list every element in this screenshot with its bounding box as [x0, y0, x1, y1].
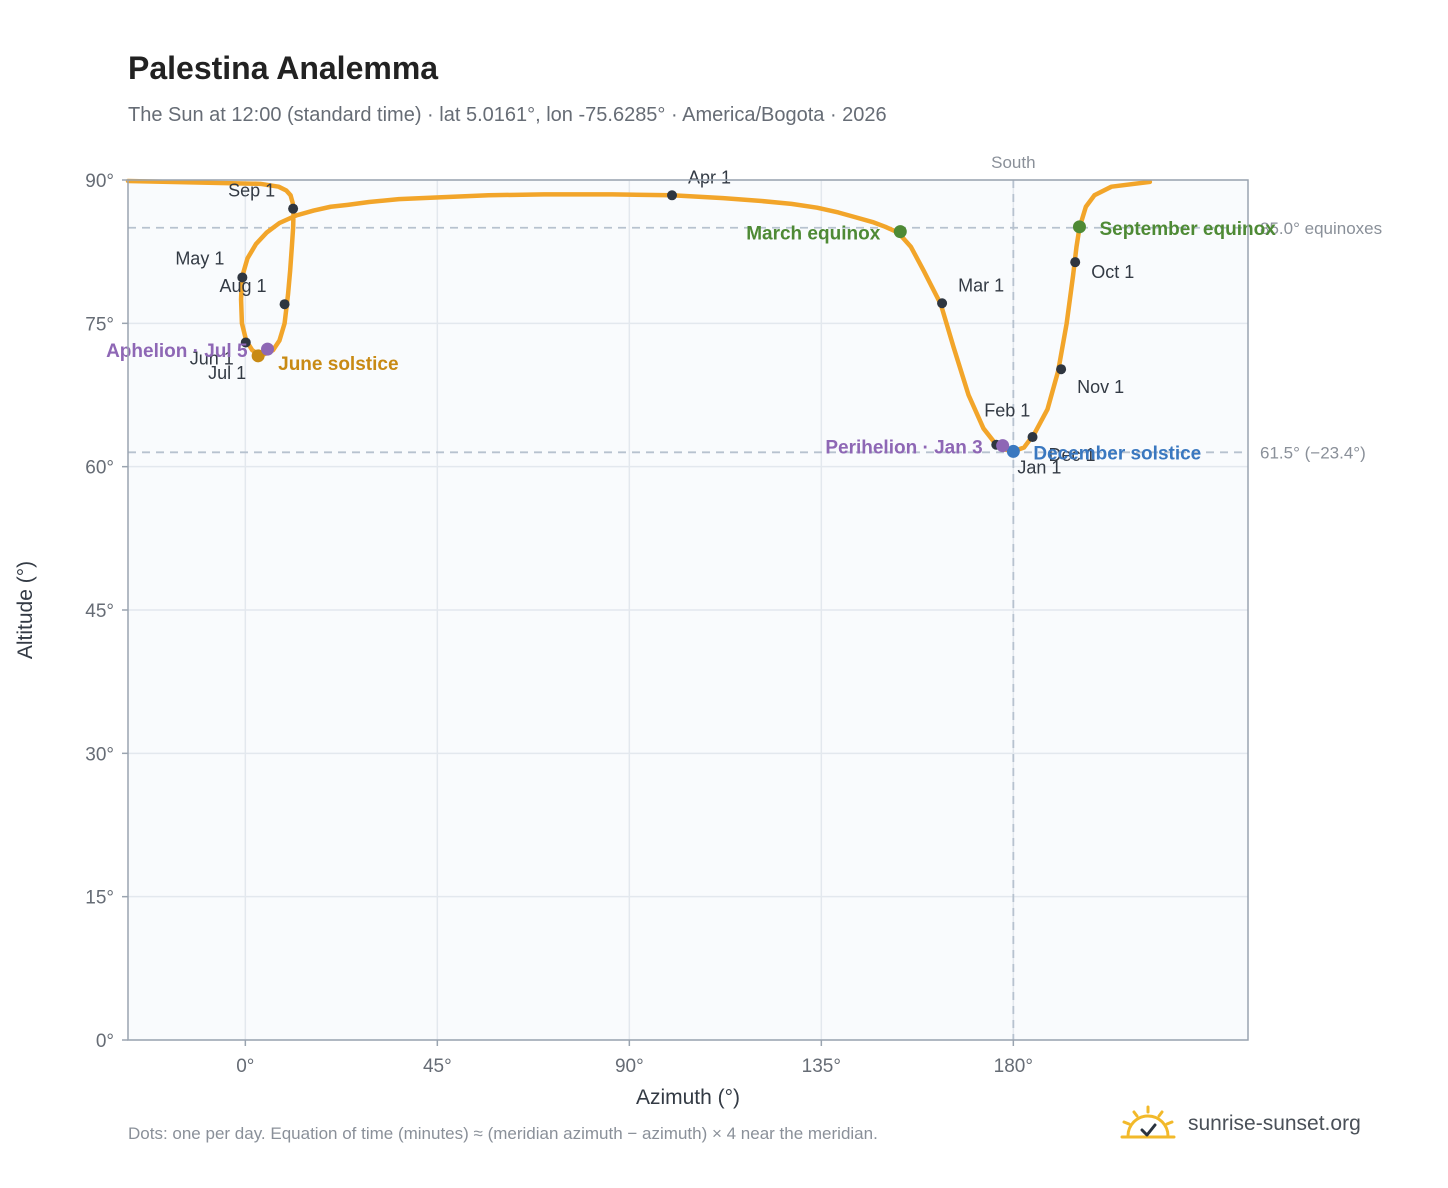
month-label: Apr 1: [688, 167, 731, 187]
altitude-reference-label: 61.5° (−23.4°): [1260, 443, 1366, 462]
month-marker: [667, 190, 677, 201]
chart-title: Palestina Analemma: [128, 50, 439, 86]
x-tick-label: 135°: [802, 1056, 841, 1077]
analemma-path: [125, 178, 1153, 454]
month-marker: [237, 272, 248, 283]
event-marker: [996, 439, 1010, 453]
altitude-reference-label: 85.0° equinoxes: [1260, 219, 1382, 238]
footnote: Dots: one per day. Equation of time (min…: [128, 1124, 878, 1143]
event-label: December solstice: [1033, 443, 1201, 464]
sun-logo-icon: [1120, 1105, 1176, 1139]
event-marker: [1072, 220, 1086, 234]
event-marker: [1006, 444, 1020, 458]
y-tick-label: 0°: [96, 1031, 114, 1052]
y-tick-label: 45°: [85, 601, 114, 622]
month-label: Oct 1: [1091, 262, 1134, 282]
month-marker: [279, 299, 290, 310]
month-marker: [288, 203, 299, 214]
month-label: Jun 1: [190, 348, 234, 368]
month-label: Feb 1: [984, 401, 1030, 421]
event-marker: [251, 349, 265, 363]
month-label: Mar 1: [958, 275, 1004, 295]
month-label: Aug 1: [220, 276, 267, 296]
month-marker: [240, 337, 251, 348]
month-label: May 1: [175, 248, 224, 268]
x-tick-label: 90°: [615, 1056, 644, 1077]
event-marker: [893, 225, 907, 239]
event-label: September equinox: [1099, 219, 1276, 240]
y-tick-label: 90°: [85, 171, 114, 192]
event-label: June solstice: [278, 354, 398, 375]
y-tick-label: 15°: [85, 888, 114, 909]
x-tick-label: 180°: [994, 1056, 1033, 1077]
event-label: Perihelion · Jan 3: [825, 438, 982, 459]
chart-subtitle: The Sun at 12:00 (standard time) · lat 5…: [128, 104, 887, 126]
month-label: Nov 1: [1077, 377, 1124, 397]
south-label: South: [991, 153, 1035, 172]
y-tick-label: 30°: [85, 744, 114, 765]
brand-name: sunrise-sunset.org: [1188, 1112, 1361, 1135]
y-axis-label: Altitude (°): [14, 561, 37, 659]
event-marker: [261, 342, 275, 356]
month-label: Jul 1: [208, 363, 246, 383]
x-tick-label: 45°: [423, 1056, 452, 1077]
x-axis-label: Azimuth (°): [636, 1086, 740, 1109]
event-label: Aphelion · Jul 5: [106, 341, 248, 362]
plot-border: [127, 179, 1249, 1041]
y-tick-label: 60°: [85, 458, 114, 479]
month-marker: [1070, 257, 1081, 268]
month-label: Jan 1: [1017, 457, 1061, 477]
month-label: Dec 1: [1049, 445, 1096, 465]
y-tick-label: 75°: [85, 314, 114, 335]
x-tick-label: 0°: [236, 1056, 254, 1077]
month-marker: [1056, 364, 1067, 375]
month-marker: [937, 298, 948, 309]
brand-logo[interactable]: sunrise-sunset.org: [1120, 1100, 1361, 1148]
month-marker: [1027, 432, 1038, 443]
event-label: March equinox: [746, 224, 881, 245]
month-label: Sep 1: [228, 181, 275, 201]
